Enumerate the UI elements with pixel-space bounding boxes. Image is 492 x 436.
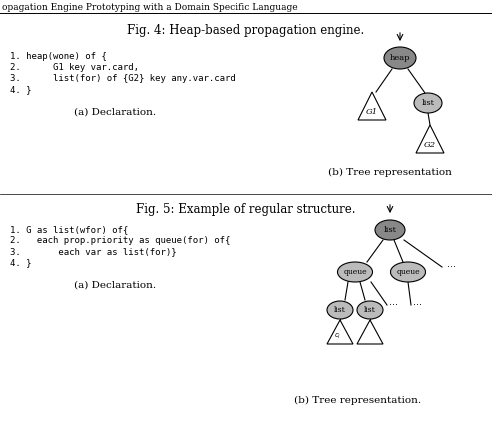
Text: list: list bbox=[334, 306, 346, 314]
Ellipse shape bbox=[375, 220, 405, 240]
Text: Fig. 5: Example of regular structure.: Fig. 5: Example of regular structure. bbox=[136, 203, 356, 216]
Polygon shape bbox=[357, 320, 383, 344]
Text: ...: ... bbox=[389, 297, 398, 307]
Polygon shape bbox=[416, 125, 444, 153]
Text: G1: G1 bbox=[366, 108, 378, 116]
Text: $c_i$: $c_i$ bbox=[335, 331, 341, 341]
Text: list: list bbox=[383, 226, 397, 234]
Polygon shape bbox=[358, 92, 386, 120]
Text: heap: heap bbox=[390, 54, 410, 62]
Text: 3.      list(for) of {G2} key any.var.card: 3. list(for) of {G2} key any.var.card bbox=[10, 74, 236, 83]
Text: 1. G as list(wfor) of{: 1. G as list(wfor) of{ bbox=[10, 225, 128, 234]
Text: Fig. 4: Heap-based propagation engine.: Fig. 4: Heap-based propagation engine. bbox=[127, 24, 365, 37]
Ellipse shape bbox=[338, 262, 372, 282]
Text: 4. }: 4. } bbox=[10, 258, 31, 267]
Text: 3.       each var as list(for)}: 3. each var as list(for)} bbox=[10, 247, 177, 256]
Text: ...: ... bbox=[447, 259, 456, 269]
Text: ...: ... bbox=[413, 297, 422, 307]
Text: list: list bbox=[364, 306, 376, 314]
Text: (a) Declaration.: (a) Declaration. bbox=[74, 281, 156, 290]
Text: list: list bbox=[422, 99, 434, 107]
Text: 2.      G1 key var.card,: 2. G1 key var.card, bbox=[10, 63, 139, 72]
Ellipse shape bbox=[391, 262, 426, 282]
Polygon shape bbox=[327, 320, 353, 344]
Text: opagation Engine Prototyping with a Domain Specific Language: opagation Engine Prototyping with a Doma… bbox=[2, 3, 298, 12]
Ellipse shape bbox=[357, 301, 383, 319]
Text: 1. heap(wone) of {: 1. heap(wone) of { bbox=[10, 52, 107, 61]
Ellipse shape bbox=[384, 47, 416, 69]
Text: 2.   each prop.priority as queue(for) of{: 2. each prop.priority as queue(for) of{ bbox=[10, 236, 230, 245]
Text: 4. }: 4. } bbox=[10, 85, 31, 94]
Ellipse shape bbox=[414, 93, 442, 113]
Text: queue: queue bbox=[343, 268, 367, 276]
Text: queue: queue bbox=[396, 268, 420, 276]
Text: (b) Tree representation: (b) Tree representation bbox=[328, 168, 452, 177]
Ellipse shape bbox=[327, 301, 353, 319]
Text: G2: G2 bbox=[424, 141, 436, 149]
Text: (a) Declaration.: (a) Declaration. bbox=[74, 108, 156, 117]
Text: (b) Tree representation.: (b) Tree representation. bbox=[294, 396, 422, 405]
